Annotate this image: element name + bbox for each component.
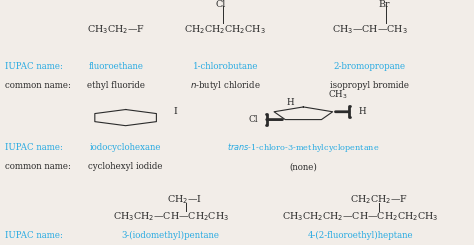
Text: H: H <box>359 107 366 116</box>
Text: CH$_2$CH$_2$CH$_2$CH$_3$: CH$_2$CH$_2$CH$_2$CH$_3$ <box>184 23 266 36</box>
Text: CH$_2$—I: CH$_2$—I <box>167 193 202 206</box>
Text: IUPAC name:: IUPAC name: <box>5 62 63 71</box>
Text: ethyl fluoride: ethyl fluoride <box>87 81 145 90</box>
Text: isopropyl bromide: isopropyl bromide <box>330 81 409 90</box>
Text: 1-chlorobutane: 1-chlorobutane <box>192 62 258 71</box>
Text: common name:: common name: <box>5 162 71 171</box>
Text: common name:: common name: <box>5 81 71 90</box>
Text: I: I <box>173 107 177 116</box>
Text: IUPAC name:: IUPAC name: <box>5 143 63 151</box>
Text: 4-(2-fluoroethyl)heptane: 4-(2-fluoroethyl)heptane <box>308 231 413 240</box>
Text: fluoroethane: fluoroethane <box>89 62 144 71</box>
Text: CH$_3$CH$_2$—CH—CH$_2$CH$_3$: CH$_3$CH$_2$—CH—CH$_2$CH$_3$ <box>112 210 229 223</box>
Text: (none): (none) <box>290 162 317 171</box>
Text: 3-(iodomethyl)pentane: 3-(iodomethyl)pentane <box>122 231 219 240</box>
Text: Cl: Cl <box>248 115 258 124</box>
Text: cyclohexyl iodide: cyclohexyl iodide <box>88 162 163 171</box>
Text: $n$-butyl chloride: $n$-butyl chloride <box>190 79 261 92</box>
Text: CH$_3$CH$_2$CH$_2$—CH—CH$_2$CH$_2$CH$_3$: CH$_3$CH$_2$CH$_2$—CH—CH$_2$CH$_2$CH$_3$ <box>282 210 438 223</box>
Text: Cl: Cl <box>215 0 226 9</box>
Text: Br: Br <box>378 0 390 9</box>
Text: CH$_2$CH$_2$—F: CH$_2$CH$_2$—F <box>350 193 408 206</box>
Text: CH$_3$CH$_2$—F: CH$_3$CH$_2$—F <box>87 23 145 36</box>
Text: CH$_3$—CH—CH$_3$: CH$_3$—CH—CH$_3$ <box>332 23 408 36</box>
Text: IUPAC name:: IUPAC name: <box>5 231 63 240</box>
Text: H: H <box>286 98 294 107</box>
Text: iodocyclohexane: iodocyclohexane <box>90 143 161 151</box>
Text: $trans$-1-chloro-3-methylcyclopentane: $trans$-1-chloro-3-methylcyclopentane <box>227 140 380 154</box>
Text: 2-bromopropane: 2-bromopropane <box>334 62 406 71</box>
Text: CH$_3$: CH$_3$ <box>328 88 347 101</box>
